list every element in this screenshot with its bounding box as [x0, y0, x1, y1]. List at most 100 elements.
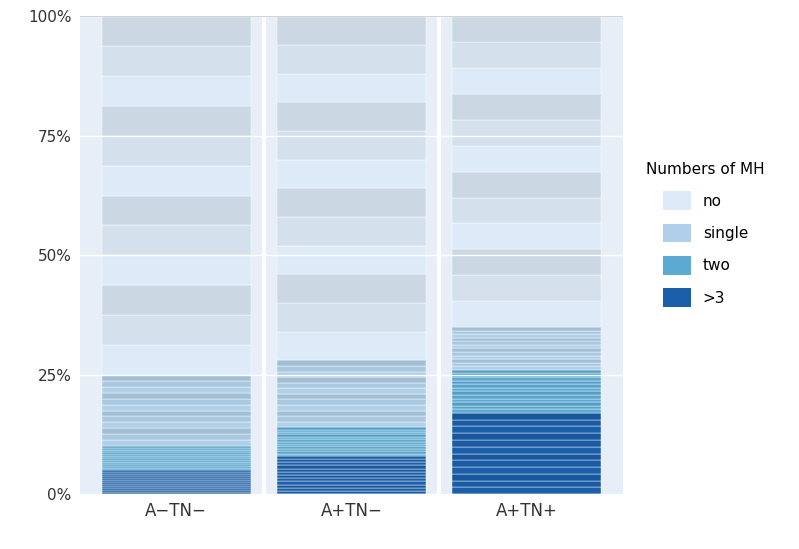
Bar	[452, 338, 602, 341]
Bar	[277, 16, 426, 45]
Bar	[277, 360, 426, 366]
Bar	[101, 450, 251, 452]
Bar	[277, 491, 426, 494]
Bar	[277, 399, 426, 405]
Bar	[452, 377, 602, 380]
Bar	[101, 480, 251, 482]
Bar	[101, 166, 251, 195]
Bar	[277, 475, 426, 478]
Bar	[101, 486, 251, 488]
Bar	[101, 472, 251, 474]
Bar	[101, 470, 251, 472]
Bar	[101, 478, 251, 480]
Bar	[101, 458, 251, 460]
Bar	[101, 136, 251, 166]
Bar	[452, 419, 602, 427]
Bar	[277, 451, 426, 453]
Bar	[277, 422, 426, 427]
Bar	[277, 188, 426, 217]
Bar	[452, 380, 602, 384]
Bar	[277, 366, 426, 372]
Bar	[101, 460, 251, 462]
Bar	[452, 223, 602, 249]
Bar	[101, 476, 251, 478]
Bar	[101, 488, 251, 490]
Bar	[452, 395, 602, 399]
Legend: no, single, two, >3: no, single, two, >3	[642, 158, 769, 312]
Bar	[452, 120, 602, 146]
Bar	[452, 42, 602, 68]
Bar	[277, 434, 426, 437]
Bar	[277, 131, 426, 160]
Bar	[101, 456, 251, 458]
Bar	[277, 103, 426, 131]
Bar	[101, 16, 251, 46]
Bar	[452, 359, 602, 363]
Bar	[452, 410, 602, 413]
Bar	[277, 377, 426, 383]
Bar	[452, 341, 602, 345]
Bar	[101, 399, 251, 405]
Bar	[101, 255, 251, 285]
Bar	[452, 349, 602, 352]
Bar	[277, 481, 426, 485]
Bar	[277, 432, 426, 434]
Bar	[277, 411, 426, 416]
Bar	[277, 444, 426, 446]
Bar	[101, 449, 251, 450]
Bar	[101, 285, 251, 315]
Bar	[277, 427, 426, 430]
Bar	[452, 406, 602, 410]
Bar	[277, 446, 426, 449]
Bar	[452, 334, 602, 338]
Bar	[101, 455, 251, 456]
Bar	[277, 478, 426, 481]
Bar	[277, 274, 426, 303]
Bar	[101, 428, 251, 434]
Bar	[452, 384, 602, 388]
Bar	[452, 427, 602, 433]
Bar	[101, 417, 251, 423]
Bar	[277, 466, 426, 469]
Bar	[101, 482, 251, 484]
Bar	[277, 449, 426, 451]
Bar	[101, 46, 251, 76]
Bar	[277, 394, 426, 399]
Bar	[101, 490, 251, 492]
Bar	[277, 405, 426, 411]
Bar	[452, 447, 602, 453]
Bar	[452, 356, 602, 359]
Bar	[277, 160, 426, 188]
Bar	[101, 411, 251, 417]
Bar	[452, 301, 602, 327]
Bar	[452, 440, 602, 447]
Bar	[452, 370, 602, 373]
Bar	[277, 472, 426, 475]
Bar	[277, 430, 426, 432]
Bar	[277, 74, 426, 103]
Bar	[452, 94, 602, 120]
Bar	[101, 423, 251, 428]
Bar	[452, 373, 602, 377]
Bar	[452, 391, 602, 395]
Bar	[277, 439, 426, 441]
Bar	[452, 402, 602, 406]
Bar	[452, 474, 602, 480]
Bar	[452, 172, 602, 198]
Bar	[452, 330, 602, 334]
Bar	[101, 393, 251, 399]
Bar	[101, 452, 251, 455]
Bar	[452, 16, 602, 42]
Bar	[452, 453, 602, 460]
Bar	[277, 246, 426, 274]
Bar	[101, 484, 251, 486]
Bar	[101, 226, 251, 255]
Bar	[101, 106, 251, 136]
Bar	[452, 146, 602, 172]
Bar	[277, 437, 426, 439]
Bar	[452, 198, 602, 223]
Bar	[101, 345, 251, 375]
Bar	[452, 68, 602, 94]
Bar	[101, 464, 251, 466]
Bar	[277, 303, 426, 332]
